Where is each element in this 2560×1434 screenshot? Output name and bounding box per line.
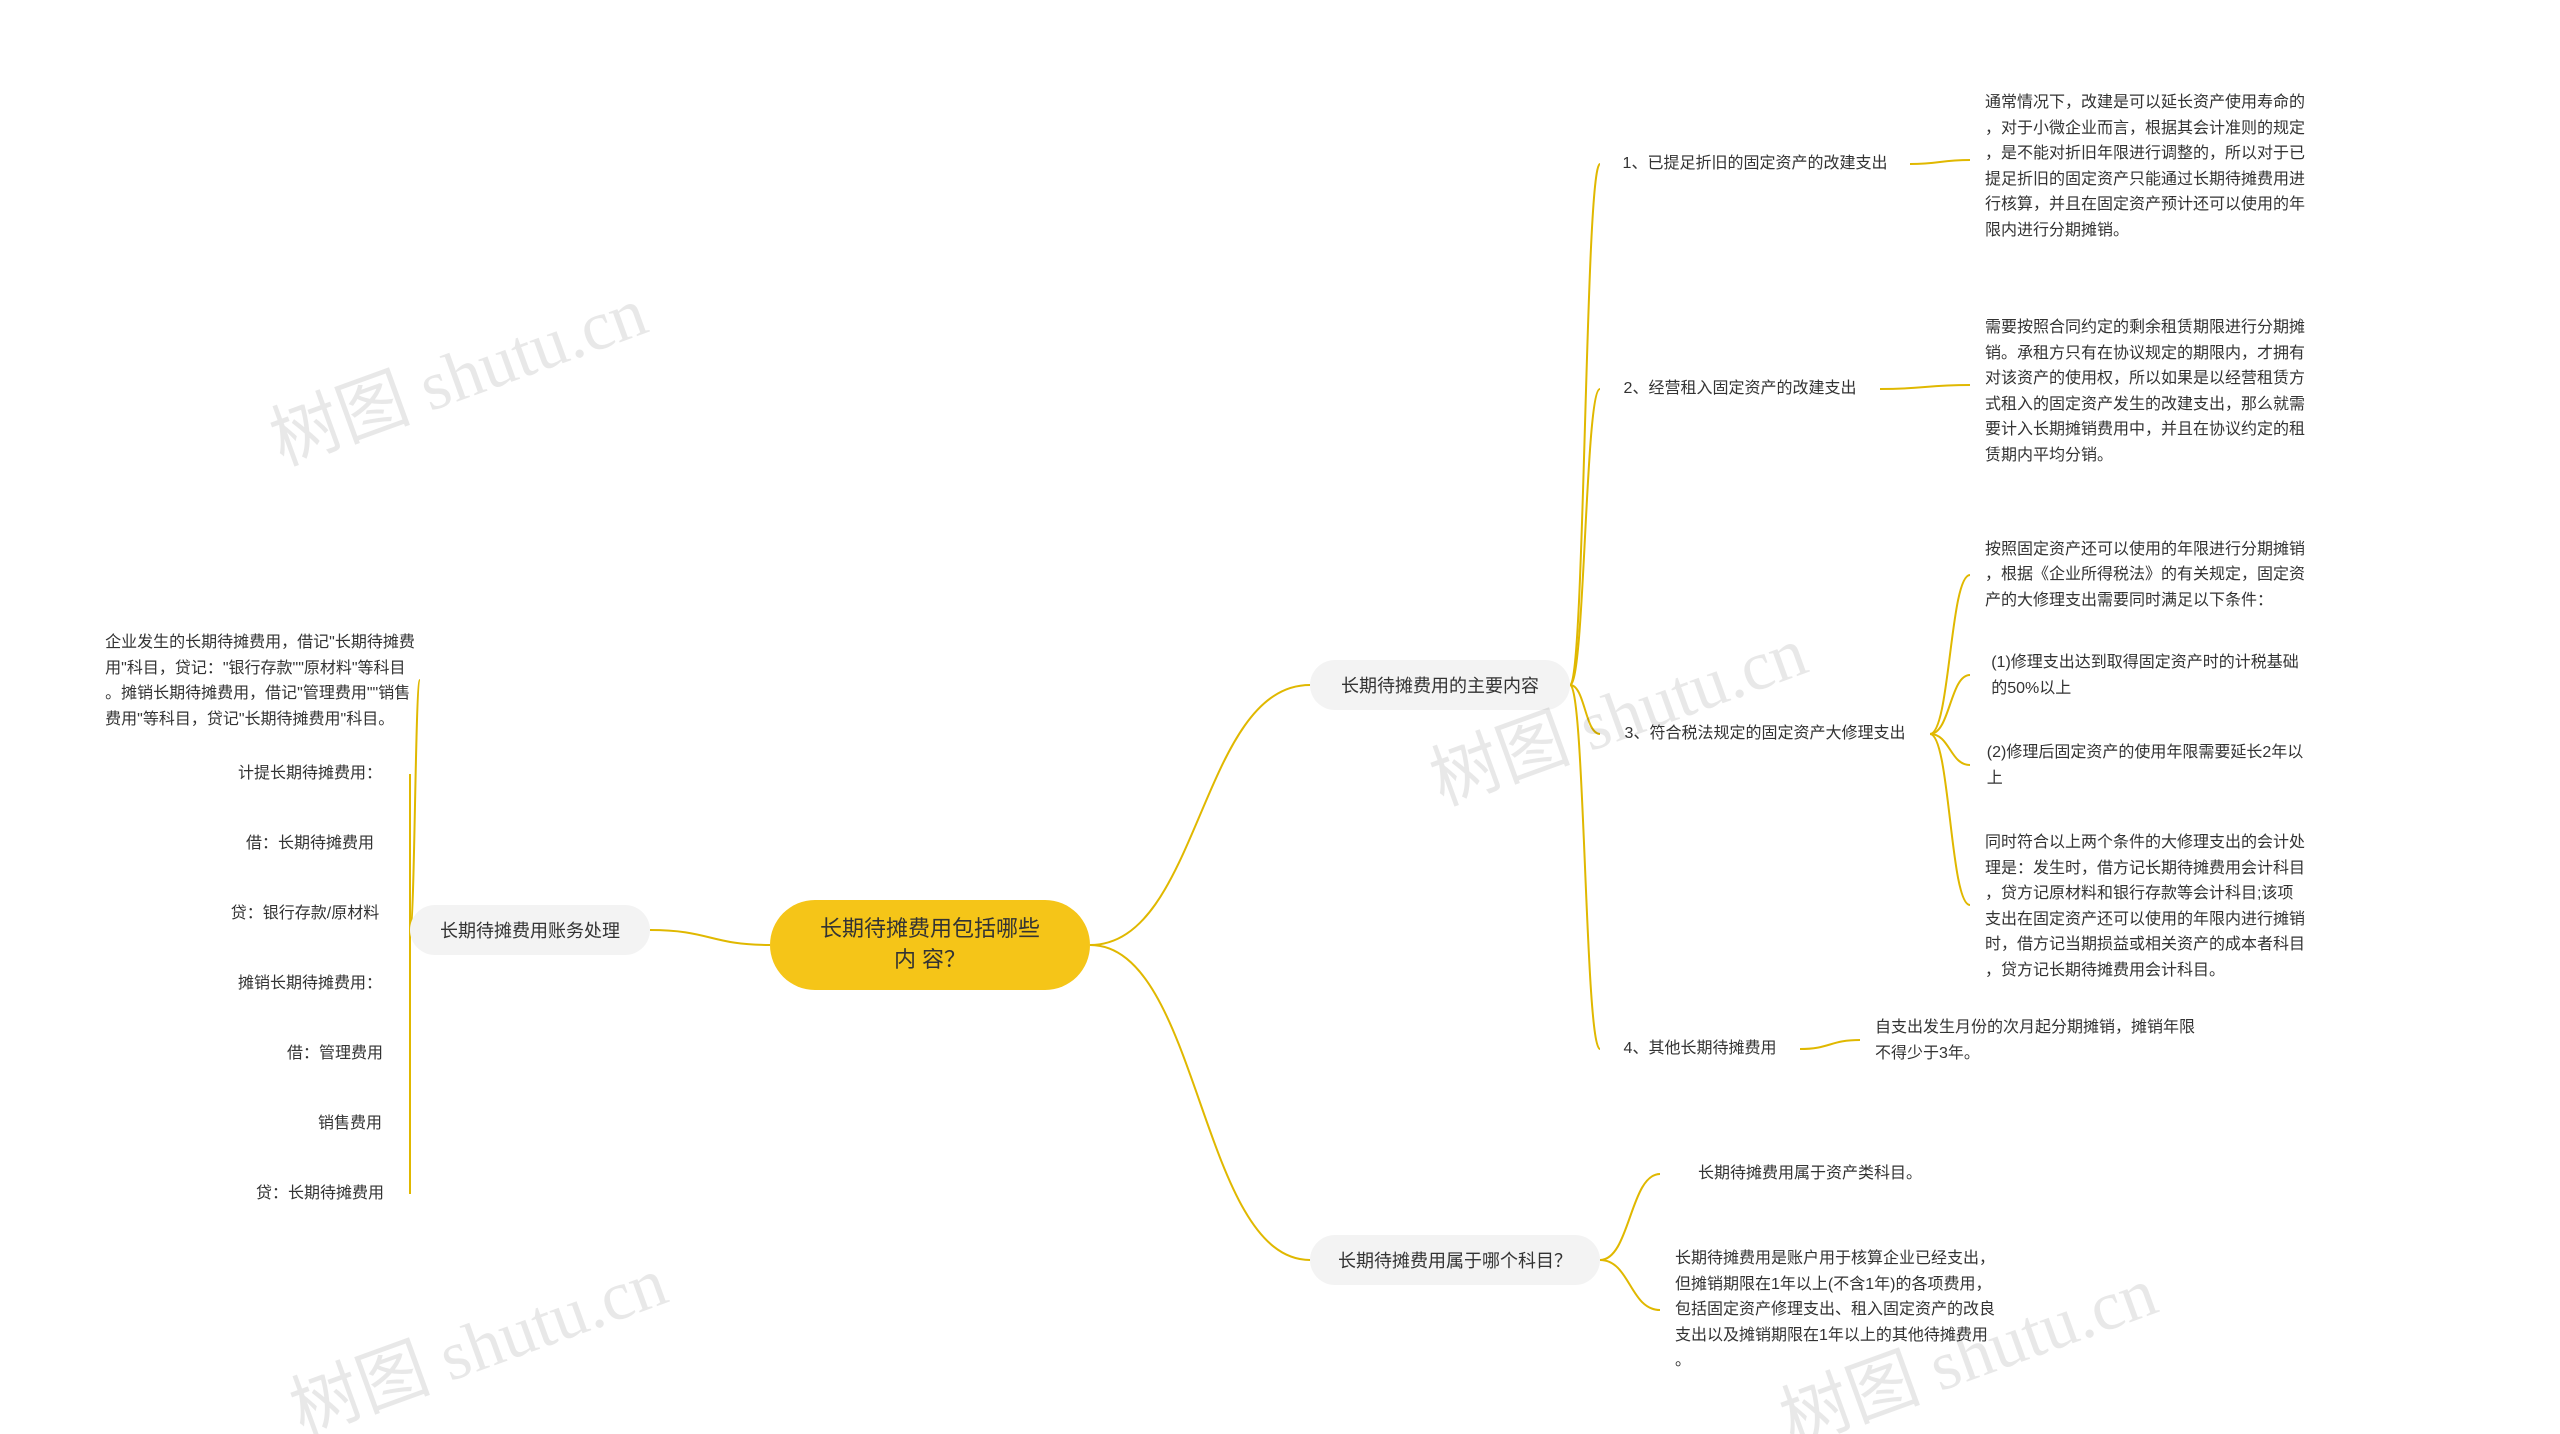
node-r1c: 3、符合税法规定的固定资产大修理支出 [1600,720,1930,748]
node-r1b_d: 需要按照合同约定的剩余租赁期限进行分期摊 销。承租方只有在协议规定的期限内，才拥… [1970,315,2320,469]
watermark-2: 树图 shutu.cn [275,1226,679,1434]
edge-right_sub1-r1d [1570,685,1600,1049]
edge-root-left_sub [650,930,770,945]
edge-right_sub2-r2b [1600,1260,1660,1310]
watermark-1: 树图 shutu.cn [1415,596,1819,825]
watermark-0: 树图 shutu.cn [255,256,659,485]
node-r2b: 长期待摊费用是账户用于核算企业已经支出， 但摊销期限在1年以上(不含1年)的各项… [1660,1245,2010,1375]
edge-r1b-r1b_d [1880,385,1970,389]
edge-root-right_sub1 [1090,685,1310,945]
edge-r1c-r1c_d2 [1930,675,1970,734]
node-r2a: 长期待摊费用属于资产类科目。 [1660,1160,1960,1188]
edge-r1d-r1d_d [1800,1040,1860,1049]
node-l7: 销售费用 [290,1110,410,1138]
node-l8: 贷：长期待摊费用 [230,1180,410,1208]
node-r1a: 1、已提足折旧的固定资产的改建支出 [1600,150,1910,178]
node-l6: 借：管理费用 [260,1040,410,1068]
node-r1c_d1: 按照固定资产还可以使用的年限进行分期摊销 ，根据《企业所得税法》的有关规定，固定… [1970,535,2320,615]
edge-r1c-r1c_d3 [1930,734,1970,765]
node-left_sub: 长期待摊费用账务处理 [410,905,650,955]
node-r1c_d2: (1)修理支出达到取得固定资产时的计税基础 的50%以上 [1970,650,2320,701]
node-r1b: 2、经营租入固定资产的改建支出 [1600,375,1880,403]
node-l2: 计提长期待摊费用： [210,760,410,788]
node-root: 长期待摊费用包括哪些内 容？ [770,900,1090,990]
edge-r1c-r1c_d1 [1930,575,1970,734]
node-right_sub1: 长期待摊费用的主要内容 [1310,660,1570,710]
node-r1a_d: 通常情况下，改建是可以延长资产使用寿命的 ，对于小微企业而言，根据其会计准则的规… [1970,90,2320,244]
edge-r1a-r1a_d [1910,160,1970,164]
node-l5: 摊销长期待摊费用： [210,970,410,998]
edge-r1c-r1c_d4 [1930,734,1970,905]
edge-right_sub1-r1b [1570,389,1600,685]
node-r1c_d4: 同时符合以上两个条件的大修理支出的会计处 理是：发生时，借方记长期待摊费用会计科… [1970,830,2320,984]
edge-right_sub2-r2a [1600,1174,1660,1260]
node-r1d: 4、其他长期待摊费用 [1600,1035,1800,1063]
edge-right_sub1-r1c [1570,685,1600,734]
node-l3: 借：长期待摊费用 [210,830,410,858]
node-r1c_d3: (2)修理后固定资产的使用年限需要延长2年以 上 [1970,740,2320,791]
node-right_sub2: 长期待摊费用属于哪个科目？ [1310,1235,1600,1285]
node-r1d_d: 自支出发生月份的次月起分期摊销，摊销年限 不得少于3年。 [1860,1015,2210,1066]
node-l4: 贷：银行存款/原材料 [200,900,410,928]
edge-right_sub1-r1a [1570,164,1600,685]
node-l1: 企业发生的长期待摊费用，借记"长期待摊费 用"科目，贷记："银行存款""原材料"… [100,630,420,732]
edge-root-right_sub2 [1090,945,1310,1260]
